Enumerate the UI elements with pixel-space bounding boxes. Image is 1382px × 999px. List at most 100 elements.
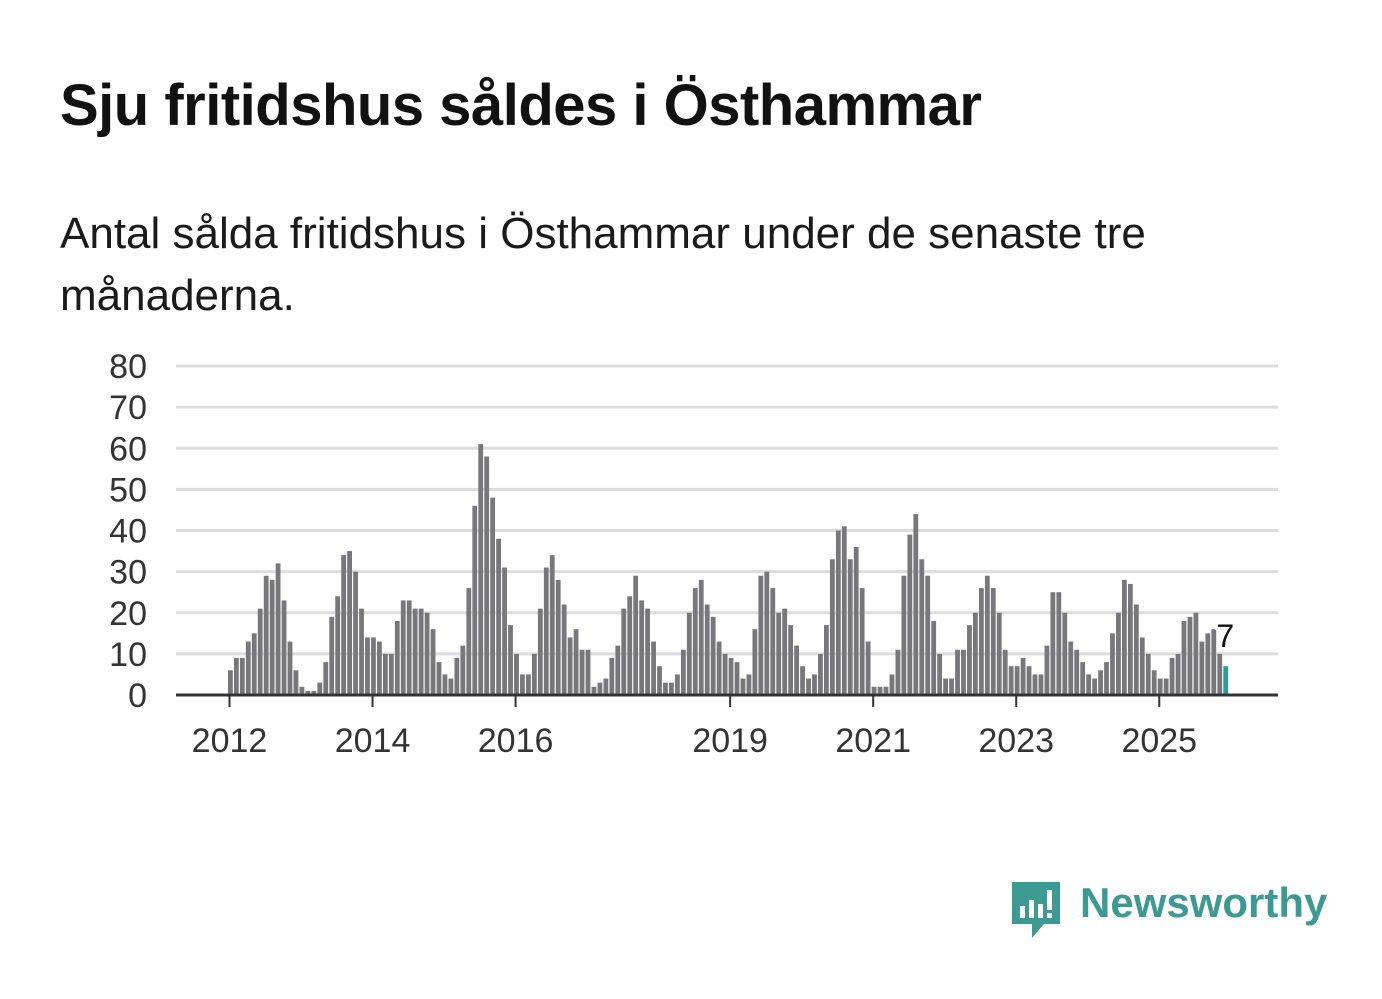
bar [424, 612, 430, 695]
bar [865, 641, 871, 695]
bar [901, 575, 907, 695]
bar [245, 641, 251, 695]
bar [943, 678, 948, 695]
bar [531, 653, 537, 695]
bar [949, 678, 954, 695]
bar [758, 575, 764, 695]
bar [1002, 649, 1008, 695]
bar [841, 526, 847, 695]
bar [704, 604, 710, 695]
bar [996, 612, 1002, 695]
bar [877, 686, 883, 695]
bar [591, 686, 597, 695]
bar [388, 653, 394, 695]
bar [973, 612, 978, 695]
bar [1205, 633, 1211, 695]
y-tick-label: 80 [109, 348, 147, 386]
bar [680, 649, 686, 695]
bar [496, 538, 501, 695]
bar [1044, 645, 1050, 695]
chart-title: Sju fritidshus såldes i Östhammar [60, 73, 982, 138]
bar [603, 678, 609, 695]
bar [919, 559, 925, 695]
bar [514, 653, 519, 695]
bar [490, 497, 496, 695]
bar [549, 555, 555, 695]
x-tick-label: 2023 [978, 722, 1054, 760]
bar [978, 588, 984, 695]
bar [484, 456, 490, 695]
bar [412, 608, 418, 695]
bar [1104, 662, 1109, 695]
x-tick-label: 2012 [192, 722, 268, 760]
bar [1080, 662, 1086, 695]
bar [1056, 592, 1062, 695]
bar [1008, 666, 1014, 695]
bar [1151, 670, 1157, 695]
bar [752, 629, 758, 695]
bar [323, 662, 329, 695]
bar [1062, 612, 1068, 695]
bar [800, 666, 805, 695]
bar [585, 649, 591, 695]
bar [1199, 641, 1205, 695]
bar [472, 505, 478, 695]
bar [722, 653, 728, 695]
bar [1127, 583, 1133, 695]
bar [829, 559, 835, 695]
x-axis: 2012 2014 2016 2019 2021 2023 2025 [176, 693, 1278, 760]
bar [746, 674, 752, 695]
bar [442, 674, 448, 695]
bar [448, 678, 454, 695]
bar [710, 616, 716, 695]
bar [764, 571, 770, 695]
bar [1157, 678, 1163, 695]
y-tick-label: 10 [109, 636, 147, 674]
bar [782, 608, 788, 695]
bar [537, 608, 543, 695]
bar [1122, 579, 1127, 695]
y-tick-label: 70 [109, 389, 147, 427]
newsworthy-logo: Newsworthy [1010, 878, 1330, 942]
bar [967, 625, 972, 695]
bar [627, 596, 633, 695]
newsworthy-chart-bubble-icon [1012, 882, 1060, 938]
bar [937, 653, 943, 695]
bar [263, 575, 269, 695]
bar [478, 444, 484, 695]
bar [454, 657, 460, 695]
bar [317, 682, 323, 695]
bar [269, 579, 275, 695]
bar [382, 653, 388, 695]
bar [365, 637, 370, 695]
bar [889, 674, 895, 695]
bar [663, 682, 668, 695]
bar [776, 612, 782, 695]
bar [305, 690, 311, 695]
bar [835, 530, 841, 695]
bar [573, 629, 579, 695]
bar [526, 674, 531, 695]
bar [794, 645, 799, 695]
bar [377, 641, 382, 695]
bar [871, 686, 877, 695]
bar [645, 608, 650, 695]
bar [561, 604, 567, 695]
bar [686, 612, 692, 695]
bar [1211, 629, 1217, 695]
x-tick-label: 2014 [335, 722, 411, 760]
bar [728, 657, 734, 695]
bar [770, 588, 776, 695]
bar [955, 649, 960, 695]
data-labels: 7 [1213, 615, 1237, 657]
bar [1175, 653, 1181, 695]
bar [1145, 653, 1151, 695]
x-tick-label: 2025 [1121, 722, 1197, 760]
bar [1014, 666, 1020, 695]
bar [913, 514, 919, 695]
bar [520, 674, 525, 695]
bar [788, 625, 794, 695]
bar [502, 567, 507, 695]
bar [579, 649, 585, 695]
